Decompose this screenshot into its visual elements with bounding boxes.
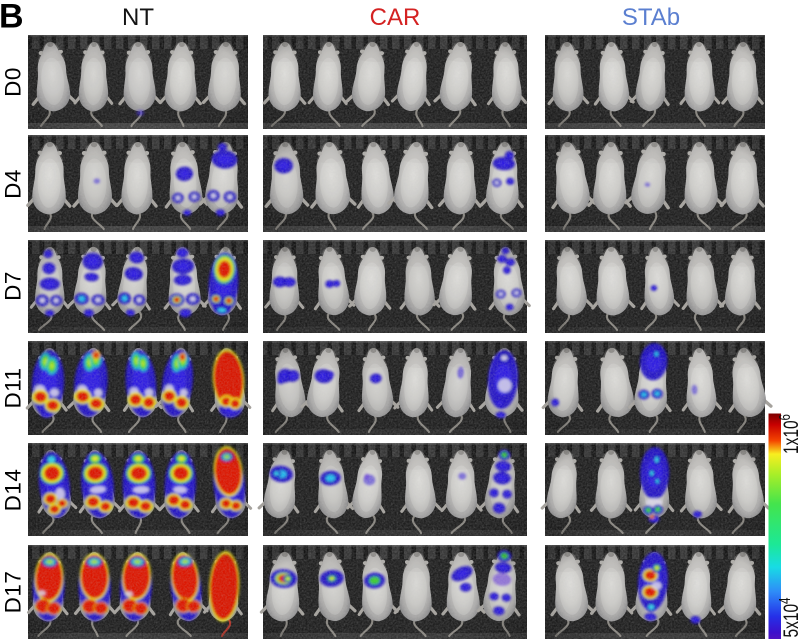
svg-text:STAb: STAb [622, 4, 680, 31]
svg-text:D0: D0 [1, 67, 26, 97]
svg-text:D14: D14 [1, 469, 26, 512]
svg-text:1x106: 1x106 [775, 414, 803, 454]
svg-text:CAR: CAR [370, 4, 421, 31]
svg-text:5x104: 5x104 [775, 597, 803, 637]
svg-text:NT: NT [122, 4, 154, 31]
svg-text:D11: D11 [1, 367, 26, 408]
svg-text:D17: D17 [1, 571, 26, 614]
svg-text:B: B [0, 0, 24, 36]
svg-text:D4: D4 [1, 169, 26, 199]
svg-text:D7: D7 [1, 271, 26, 301]
